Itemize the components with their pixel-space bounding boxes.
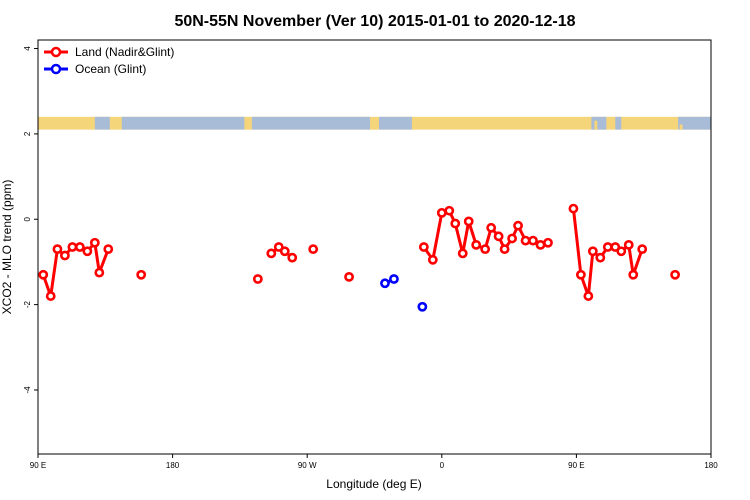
data-point [513,220,523,231]
data-point [52,244,63,255]
legend-ocean-marker [50,63,62,75]
data-point [568,203,579,214]
data-point [623,239,634,250]
data-point [520,235,531,246]
x-axis-label: Longitude (deg E) [326,477,421,491]
data-point [427,254,438,265]
data-point [308,244,319,255]
data-point [60,250,70,261]
legend: Land (Nadir&Glint) Ocean (Glint) [44,45,174,76]
band-land-patch [679,124,683,130]
data-point [67,242,78,252]
data-point [575,269,586,280]
legend-land-label: Land (Nadir&Glint) [75,45,174,59]
x-tick-label: 180 [166,461,180,470]
series-line [571,208,644,298]
data-point [583,291,594,301]
y-tick-label: -2 [23,301,32,309]
data-point [103,244,114,255]
data-point [279,246,290,257]
data-point [344,271,354,282]
x-tick-label: 90 E [30,461,46,470]
legend-ocean-label: Ocean (Glint) [75,62,146,76]
band-land-patch [373,124,377,130]
data-point [450,218,461,229]
band-ocean [678,116,711,130]
data-point [82,246,93,257]
data-point [389,274,399,284]
series-layer [38,203,681,312]
data-point [45,291,56,301]
y-tick-label: -4 [23,386,32,394]
data-point [417,301,428,312]
series-ocean-glint [380,274,428,312]
y-tick-label: 4 [23,46,32,51]
data-point [628,269,639,280]
data-point [38,269,49,280]
x-tick-label: 180 [704,461,718,470]
band-ocean [121,116,245,130]
y-axis: 4 2 0 -2 -4 [23,46,38,394]
data-point [493,231,504,242]
data-point [136,269,147,280]
data-point [252,274,263,284]
data-point [436,207,447,218]
y-tick-label: 2 [23,131,32,136]
data-point [287,252,298,263]
data-point [587,246,598,257]
data-point [535,239,546,250]
data-point [444,205,455,216]
band-ocean [615,116,622,130]
data-point [74,242,85,252]
x-axis: 90 E 180 90 W 0 90 E 180 [30,454,718,470]
data-point [480,244,491,255]
series-land-nadir-glint [38,203,681,301]
data-point [528,235,538,246]
x-tick-label: 90 W [298,461,317,470]
band-land-patch [112,123,116,130]
y-tick-label: 0 [23,216,32,221]
plot-frame [37,39,712,455]
band-ocean [591,116,607,130]
data-point [380,278,390,289]
x-tick-label: 0 [440,461,445,470]
data-point [486,222,497,233]
data-point [418,242,429,252]
data-point [670,269,681,280]
legend-land-marker [50,46,62,58]
data-point [471,239,482,250]
data-point [637,244,648,255]
data-point [499,244,510,255]
data-point [94,267,105,278]
band-ocean [251,116,371,130]
x-tick-label: 90 E [568,461,584,470]
data-point [266,248,277,259]
data-point [457,248,468,259]
band-ocean [94,116,110,130]
land-ocean-band [38,116,711,130]
y-axis-label: XCO2 - MLO trend (ppm) [0,180,14,315]
band-land-patch [594,120,598,130]
data-point [463,216,474,227]
data-point [89,237,100,248]
band-ocean [378,116,412,130]
chart-title: 50N-55N November (Ver 10) 2015-01-01 to … [174,13,575,30]
data-point [595,252,606,263]
data-point [602,242,613,252]
data-point [507,233,517,244]
data-point [543,237,553,248]
data-point [616,246,627,257]
band-land-patch [245,121,249,130]
